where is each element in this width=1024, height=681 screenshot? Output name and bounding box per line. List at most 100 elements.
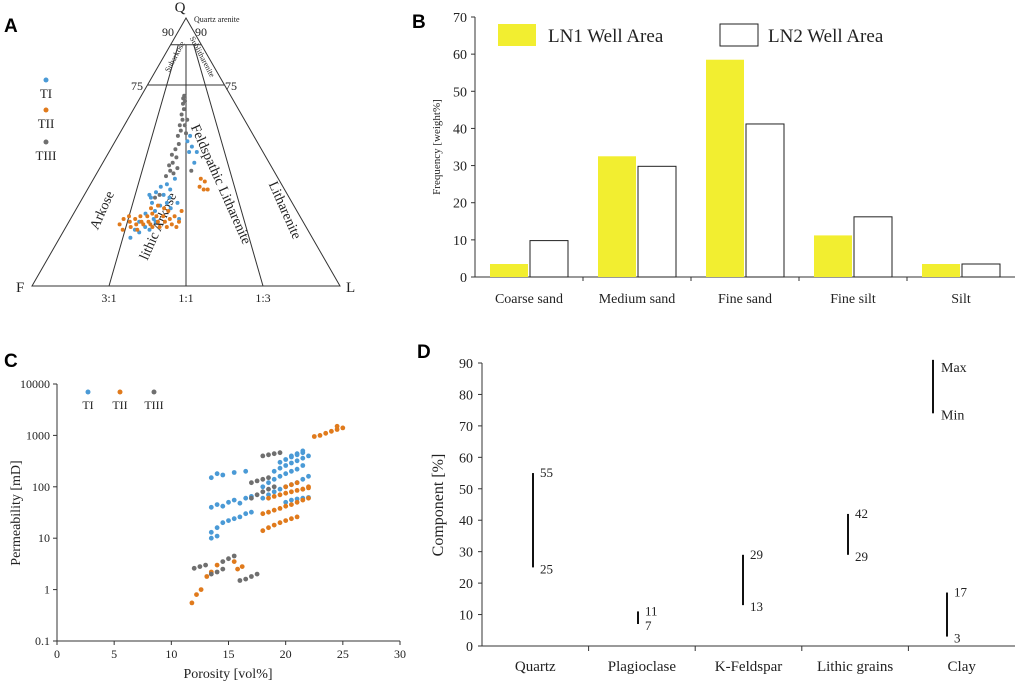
ternary-point-ti — [175, 200, 180, 205]
x-tick-label: 0 — [54, 647, 60, 661]
ternary-point-tii — [149, 206, 153, 211]
scatter-point-ti — [283, 471, 289, 477]
scatter-point-tii — [306, 484, 311, 490]
ternary-point-ti — [188, 133, 193, 138]
scatter-point-ti — [277, 459, 283, 465]
scatter-point-tiii — [226, 556, 231, 562]
ternary-point-tii — [127, 219, 132, 224]
scatter-point-ti — [289, 460, 294, 466]
ratio-3-1-label: 3:1 — [101, 291, 116, 305]
y-tick-label: 0 — [460, 271, 467, 286]
ternary-point-tiii — [181, 107, 186, 112]
x-tick-label: K-Feldspar — [715, 659, 783, 675]
y-tick-label: 1000 — [26, 428, 50, 442]
y-tick-label: 80 — [459, 388, 473, 403]
legend-label-ln1: LN1 Well Area — [548, 26, 664, 47]
panel-label-d: D — [417, 342, 431, 363]
range-min-label: 3 — [954, 631, 961, 646]
scatter-point-tiii — [197, 564, 203, 569]
scatter-point-tii — [271, 507, 277, 513]
ternary-point-tii — [120, 227, 125, 232]
component-range-chart: 0 10 20 30 40 50 60 70 80 90 Component [%] Quartz 55… — [430, 357, 1015, 675]
field-arkose: Arkose — [88, 189, 118, 232]
scatter-point-tiii — [271, 484, 277, 490]
ternary-point-tiii — [170, 160, 175, 165]
scatter-point-ti — [226, 499, 231, 505]
scatter-point-tii — [239, 564, 245, 569]
ternary-point-ti — [187, 150, 192, 154]
apex-f: F — [16, 280, 24, 296]
x-axis-label: Porosity [vol%] — [183, 667, 272, 681]
ratio-1-1-label: 1:1 — [178, 291, 193, 305]
ternary-point-tii — [134, 222, 139, 227]
y-tick-label: 1 — [44, 583, 50, 597]
legend-label-ti: TI — [40, 86, 52, 101]
y-tick-label: 70 — [459, 420, 473, 435]
scatter-point-tii — [204, 574, 210, 579]
ternary-point-tiii — [169, 152, 174, 157]
bar-ln1 — [706, 59, 744, 277]
x-tick-label: Fine silt — [830, 292, 876, 307]
scatter-point-tii — [329, 428, 334, 434]
scatter-point-tiii — [249, 495, 254, 501]
scatter-point-ti — [289, 453, 294, 459]
ternary-point-ti — [189, 144, 194, 149]
scatter-point-tii — [260, 511, 266, 517]
scatter-point-tiii — [254, 492, 260, 498]
ternary-point-tii — [138, 214, 143, 219]
scatter-point-ti — [231, 470, 237, 475]
scatter-point-tii — [260, 528, 266, 534]
scatter-point-ti — [249, 509, 254, 515]
scatter-point-tii — [189, 600, 195, 606]
ternary-point-tii — [127, 214, 131, 219]
scatter-point-ti — [243, 468, 249, 474]
bar-ln2 — [529, 240, 569, 278]
ternary-point-tii — [162, 206, 167, 211]
ternary-point-tii — [157, 225, 162, 229]
x-tick-label: Clay — [948, 659, 977, 675]
scatter-point-tii — [277, 506, 283, 511]
scatter-point-tii — [266, 525, 271, 531]
scatter-point-ti — [306, 473, 311, 479]
scatter-point-tii — [283, 503, 289, 509]
panel-label-a: A — [4, 16, 18, 37]
x-tick-label: Fine sand — [718, 292, 772, 307]
scatter-point-ti — [289, 468, 294, 474]
ternary-point-ti — [164, 182, 169, 187]
legend-min-label: Min — [941, 408, 964, 423]
tick-90-right: 90 — [195, 25, 207, 39]
ternary-point-tiii — [179, 112, 184, 117]
tick-75-right: 75 — [225, 79, 237, 93]
ternary-point-tiii — [184, 131, 188, 136]
apex-q: Q — [175, 0, 186, 16]
scatter-point-ti — [208, 529, 214, 535]
scatter-point-tii — [283, 490, 289, 496]
legend-label-tiii: TIII — [144, 398, 163, 412]
grain-size-bar-chart: 0 10 20 30 40 50 60 70 Frequency [weight%] Coarse… — [431, 11, 1015, 307]
ternary-point-ti — [168, 206, 173, 211]
y-axis-label: Frequency [weight%] — [431, 99, 443, 195]
y-tick-label: 10 — [38, 531, 50, 545]
scatter-point-ti — [208, 475, 214, 481]
ternary-point-tiii — [157, 192, 162, 197]
scatter-point-tiii — [214, 569, 220, 575]
field-feldspathic-litharenite: Feldspathic Litharenite — [187, 122, 253, 246]
apex-l: L — [346, 280, 355, 296]
ternary-point-tii — [201, 187, 206, 192]
scatter-point-ti — [231, 497, 237, 503]
bar-ln2 — [961, 263, 1001, 278]
scatter-point-tii — [317, 433, 323, 438]
scatter-point-ti — [294, 496, 300, 502]
y-tick-label: 30 — [459, 546, 473, 561]
ternary-point-tii — [121, 217, 126, 221]
ternary-point-tiii — [177, 123, 182, 128]
ternary-point-tii — [135, 227, 140, 232]
scatter-point-ti — [294, 466, 300, 472]
tick-75-left: 75 — [131, 79, 143, 93]
ternary-point-tii — [117, 222, 122, 227]
ternary-point-tii — [128, 225, 133, 229]
legend-max-label: Max — [941, 361, 967, 376]
scatter-point-ti — [214, 471, 220, 477]
y-tick-label: 40 — [459, 514, 473, 529]
